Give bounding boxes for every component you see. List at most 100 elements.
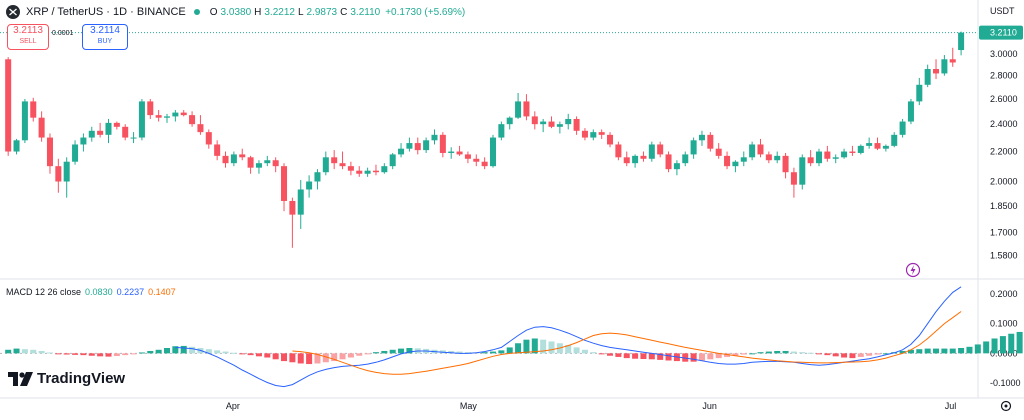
price-axis-tick-4: 2.2000	[990, 147, 1018, 157]
candle-body	[523, 101, 530, 117]
macd-histogram-bar	[88, 353, 95, 356]
macd-legend[interactable]: MACD 12 26 close 0.0830 0.2237 0.1407	[6, 287, 176, 297]
candle-body	[5, 59, 12, 152]
time-axis-tick-1: May	[460, 401, 478, 411]
macd-histogram-bar	[339, 353, 346, 360]
candle-body	[281, 166, 288, 201]
macd-histogram-bar	[682, 353, 689, 362]
candle-body	[63, 161, 70, 182]
candle-body	[899, 121, 906, 135]
candle-body	[724, 155, 731, 167]
macd-histogram-bar	[824, 353, 831, 356]
macd-histogram-bar	[657, 353, 664, 360]
macd-histogram-bar	[698, 353, 705, 361]
candle-body	[222, 155, 229, 164]
sell-button[interactable]: 3.2113 SELL	[7, 24, 49, 50]
tradingview-mark-icon	[8, 371, 33, 386]
macd-histogram-bar	[163, 348, 171, 354]
candle-body	[866, 143, 873, 146]
candle-body	[882, 145, 889, 149]
candle-body	[431, 134, 438, 141]
tradingview-logo[interactable]: TradingView	[8, 370, 125, 387]
macd-histogram-bar	[907, 349, 914, 354]
macd-histogram-bar	[105, 353, 112, 357]
price-axis-tick-5: 2.0000	[990, 177, 1018, 187]
candle-body	[138, 101, 145, 138]
macd-histogram-bar	[21, 349, 28, 354]
candle-body	[97, 130, 104, 135]
lightning-icon-bolt	[910, 265, 916, 275]
macd-histogram-bar	[297, 353, 304, 364]
change-value: +0.1730 (+5.69%)	[385, 6, 466, 18]
macd-histogram-bar	[214, 350, 221, 354]
macd-histogram-bar	[30, 349, 37, 354]
macd-histogram-bar	[130, 353, 137, 355]
candle-body	[88, 130, 95, 138]
macd-histogram-bar	[205, 349, 212, 354]
candle-body	[698, 134, 705, 141]
candle-body	[598, 132, 605, 135]
macd-histogram-bar	[807, 352, 814, 354]
macd-histogram-bar	[782, 350, 789, 354]
candle-body	[548, 121, 555, 127]
candle-body	[590, 132, 597, 138]
candle-body	[757, 144, 764, 155]
candle-body	[941, 59, 948, 74]
candle-body	[239, 154, 246, 158]
macd-histogram-bar	[573, 347, 580, 354]
macd-histogram-bar	[314, 353, 321, 364]
candle-body	[306, 181, 313, 190]
candle-body	[389, 154, 396, 167]
price-axis-tick-0: 3.0000	[990, 49, 1018, 59]
candle-body	[130, 137, 137, 139]
candle-body	[849, 151, 856, 153]
macd-histogram-bar	[774, 350, 781, 354]
macd-histogram-bar	[5, 349, 12, 354]
close-label: C	[340, 6, 348, 18]
buy-label: BUY	[97, 38, 113, 45]
open-value: 3.0380	[220, 6, 252, 18]
macd-histogram-bar	[456, 351, 463, 354]
ohlc-values: O 3.0380 H 3.2212 L 2.9873 C 3.2110 +0.1730 …	[210, 7, 466, 18]
candle-body	[414, 143, 421, 151]
candle-body	[189, 115, 196, 125]
candle-body	[473, 158, 480, 162]
macd-histogram-bar	[322, 353, 329, 363]
candle-body	[924, 69, 931, 85]
market-status-dot-icon	[193, 9, 200, 15]
candle-body	[356, 170, 363, 174]
candle-body	[13, 140, 20, 152]
candle-body	[180, 112, 187, 116]
candle-body	[673, 163, 680, 170]
candle-body	[782, 155, 789, 173]
macd-histogram-bar	[38, 350, 45, 354]
symbol-title[interactable]: XRP / TetherUS · 1D · BINANCE	[26, 6, 186, 18]
candle-body	[916, 84, 923, 102]
signal-line	[292, 311, 962, 375]
macd-histogram-bar	[849, 353, 856, 359]
low-value: 2.9873	[306, 6, 338, 18]
candles-group	[5, 31, 965, 248]
candle-body	[481, 161, 488, 167]
candle-body	[297, 189, 304, 215]
buy-button[interactable]: 3.2114 BUY	[82, 24, 128, 50]
gear-hub	[1004, 404, 1008, 408]
macd-histogram-bar	[866, 353, 873, 356]
macd-legend-macd: 0.2237	[116, 287, 145, 297]
candle-body	[540, 121, 547, 125]
candle-body	[439, 134, 446, 153]
macd-histogram-bar	[757, 352, 764, 354]
macd-histogram-bar	[790, 351, 797, 354]
candle-body	[640, 155, 647, 159]
high-label: H	[254, 6, 262, 18]
candle-body	[799, 157, 806, 185]
candle-body	[665, 154, 672, 170]
candle-body	[657, 144, 664, 155]
macd-histogram-bar	[607, 353, 614, 356]
candle-body	[147, 101, 154, 116]
candle-body	[406, 143, 413, 149]
macd-histogram-bar	[372, 352, 379, 354]
candle-body	[464, 154, 471, 159]
